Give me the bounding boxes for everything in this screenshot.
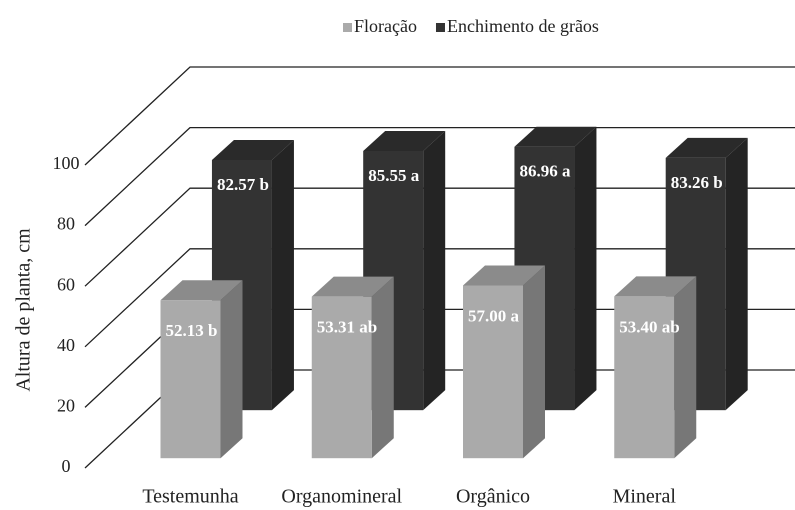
y-tick-label: 0	[62, 456, 71, 476]
bar-side	[423, 130, 446, 411]
bar-top	[463, 265, 545, 286]
bar-top	[514, 126, 597, 147]
legend-swatch	[343, 23, 352, 32]
bar-top	[211, 139, 294, 160]
bar-top	[614, 276, 697, 297]
grid-line	[84, 66, 795, 166]
legend-label: Floração	[354, 16, 417, 36]
legend-swatch	[435, 23, 445, 32]
x-tick-label: Mineral	[613, 486, 677, 508]
bar-top	[311, 276, 394, 297]
x-tick-label: Testemunha	[142, 486, 238, 508]
data-label: 52.13 b	[166, 321, 218, 340]
y-tick-label: 40	[57, 335, 75, 355]
bar-side	[371, 276, 394, 459]
bar-side	[271, 139, 294, 411]
data-label: 82.57 b	[217, 175, 269, 194]
data-label: 86.96 a	[519, 162, 571, 181]
bar-top	[665, 137, 748, 158]
bar-side	[674, 276, 697, 459]
y-tick-label: 100	[53, 153, 80, 173]
bar-side	[220, 280, 243, 459]
data-label: 57.00 a	[468, 306, 520, 325]
bar	[311, 296, 372, 459]
data-label: 85.55 a	[368, 166, 420, 185]
data-label: 83.26 b	[671, 173, 723, 192]
data-label: 53.40 ab	[619, 317, 679, 336]
bar-side	[725, 137, 748, 411]
bar-side	[523, 265, 545, 459]
bar	[463, 285, 523, 459]
legend-label: Enchimento de grãos	[447, 16, 599, 36]
bar-side	[574, 126, 597, 411]
x-tick-label: Orgânico	[456, 486, 530, 508]
y-tick-label: 80	[57, 214, 75, 234]
bar-top	[363, 130, 446, 151]
y-tick-label: 20	[57, 396, 75, 416]
x-tick-label: Organomineral	[281, 486, 402, 508]
bar	[614, 296, 675, 459]
bar-top	[160, 280, 243, 301]
data-label: 53.31 ab	[317, 318, 377, 337]
y-axis-title: Altura de planta, cm	[13, 228, 35, 392]
y-tick-label: 60	[57, 274, 75, 294]
bar	[160, 300, 221, 459]
